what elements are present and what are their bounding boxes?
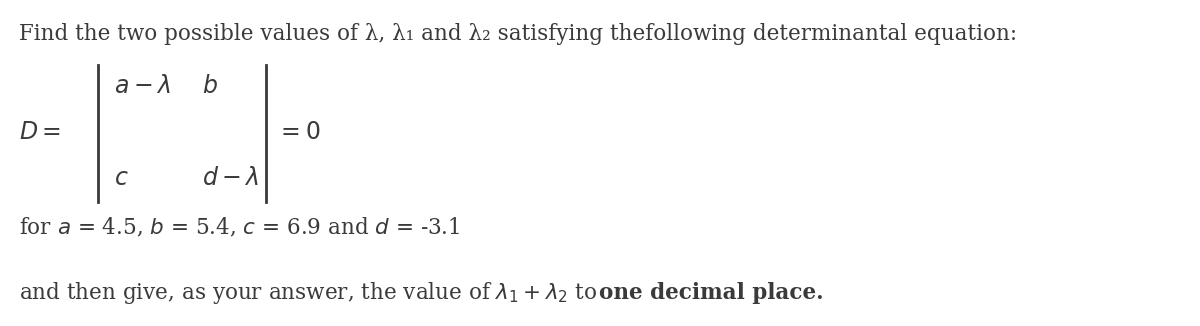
Text: $a - \lambda$: $a - \lambda$ (114, 74, 172, 98)
Text: for $a$ = 4.5, $b$ = 5.4, $c$ = 6.9 and $d$ = -3.1: for $a$ = 4.5, $b$ = 5.4, $c$ = 6.9 and … (19, 217, 461, 240)
Text: $b$: $b$ (202, 74, 217, 98)
Text: one decimal place.: one decimal place. (599, 282, 823, 304)
Text: Find the two possible values of λ, λ₁ and λ₂ satisfying thefollowing determinant: Find the two possible values of λ, λ₁ an… (19, 23, 1018, 45)
Text: $c$: $c$ (114, 166, 128, 190)
Text: and then give, as your answer, the value of $\lambda_1 + \lambda_2$ to: and then give, as your answer, the value… (19, 280, 599, 306)
Text: $= 0$: $= 0$ (276, 120, 320, 144)
Text: $D =$: $D =$ (19, 120, 61, 144)
Text: $d - \lambda$: $d - \lambda$ (202, 166, 259, 190)
